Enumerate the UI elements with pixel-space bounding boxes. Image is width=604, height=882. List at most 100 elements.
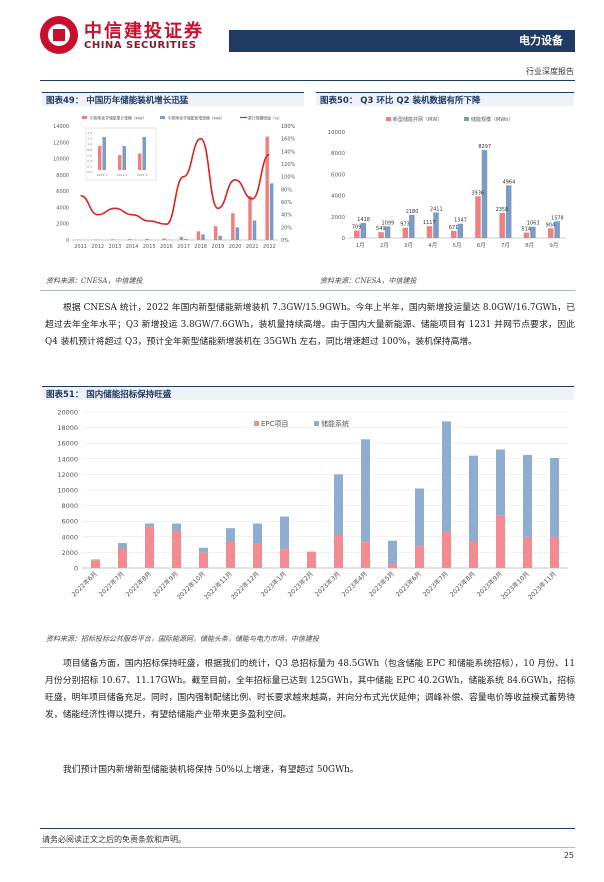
fig50-legend-swatch xyxy=(464,117,469,121)
fig50-label-mw: 3936 xyxy=(471,190,484,196)
fig51-legend-swatch xyxy=(254,421,259,426)
fig51-bar-system xyxy=(91,559,100,561)
fig50-label-mw: 514 xyxy=(521,227,531,233)
fig51-source: 资料来源：招标投标公共服务平台，国际能源网，储能头条，储能与电力市场，中信建投 xyxy=(46,635,319,643)
fig51-x-tick: 2023年6月 xyxy=(393,569,422,598)
fig49-chart: 0 2000 4000 6000 8000 10000 12000 14000 0% 20% 40%… xyxy=(53,116,296,251)
fig49-growth-line xyxy=(80,137,270,225)
fig49-inset-y-tick: 1.2 xyxy=(87,137,92,141)
fig49-bar-new xyxy=(184,239,188,240)
fig49-legend-swatch xyxy=(160,116,165,119)
disclaimer-text: 请务必阅读正文之后的免责条款和声明。 xyxy=(42,835,186,844)
fig49-inset-x-tick: 2022.3 xyxy=(137,173,148,177)
fig51-bar-epc xyxy=(388,564,397,568)
fig50-bar-mw xyxy=(547,228,554,238)
fig49-x-tick: 2015 xyxy=(143,244,156,250)
fig49-legend-label: 中国电化学储能新增规模（MW） xyxy=(168,116,224,121)
fig49-inset-y-tick: 0.0 xyxy=(87,170,92,174)
fig50-x-tick: 3月 xyxy=(404,242,413,249)
fig49-x-tick: 2017 xyxy=(177,244,190,250)
fig49-inset-y-tick: 0.4 xyxy=(87,159,92,163)
fig51-bar-epc xyxy=(442,532,451,568)
fig51-x-tick: 2022年7月 xyxy=(96,569,125,598)
fig50-y-tick: 0 xyxy=(342,236,346,242)
fig51-x-tick: 2023年3月 xyxy=(312,569,341,598)
fig50-label-mw: 549 xyxy=(376,226,386,232)
paragraph-cnesa: 根据 CNESA 统计，2022 年国内新型储能新增装机 7.3GW/15.9G… xyxy=(45,303,575,347)
fig49-x-tick: 2012 xyxy=(91,244,104,250)
fig51-bar-system xyxy=(334,474,343,535)
fig49-bar-new xyxy=(269,183,274,240)
fig51-x-tick: 2023年5月 xyxy=(366,569,395,598)
fig49-x-tick: 2022 xyxy=(263,244,276,250)
fig50-bar-mw xyxy=(426,226,433,238)
fig50-label-mwh: 2180 xyxy=(406,209,419,215)
fig49-bar-cumulative xyxy=(110,239,115,240)
fig51-bar-epc xyxy=(415,546,424,568)
fig51-title-bar xyxy=(42,386,574,400)
fig51-bar-system xyxy=(523,454,532,537)
fig51-y-tick: 18000 xyxy=(57,424,78,432)
fig50-y-tick: 2000 xyxy=(331,215,345,221)
fig51-bar-system xyxy=(253,523,262,544)
fig51-x-tick: 2023年9月 xyxy=(474,569,503,598)
fig50-y-tick: 8000 xyxy=(331,151,345,157)
fig50-label-mwh: 1418 xyxy=(357,217,370,223)
fig51-y-tick: 16000 xyxy=(57,440,78,448)
figure-row-divider xyxy=(40,290,575,291)
fig51-bar-epc xyxy=(91,560,100,568)
fig50-bar-mw xyxy=(402,227,409,238)
fig49-y-tick: 2000 xyxy=(56,222,69,228)
fig49-y-tick: 6000 xyxy=(56,189,69,195)
fig49-bar-new xyxy=(218,235,222,240)
fig49-y2-tick: 180% xyxy=(281,124,296,130)
fig50-bar-mw xyxy=(523,232,530,238)
fig49-inset-bar-cumulative xyxy=(98,146,102,170)
fig50-label-mw: 973 xyxy=(400,222,410,228)
fig50-label-mwh: 8297 xyxy=(478,144,491,150)
fig51-y-tick: 6000 xyxy=(61,518,78,526)
fig51-y-tick: 0 xyxy=(74,565,78,573)
fig49-bar-cumulative xyxy=(213,226,218,240)
fig51-x-tick: 2023年1月 xyxy=(258,569,287,598)
fig49-y-tick: 8000 xyxy=(56,173,69,179)
fig51-x-tick: 2022年12月 xyxy=(229,569,261,601)
fig50-bar-mwh xyxy=(360,222,367,238)
fig50-legend-label: 储能规模（MWh） xyxy=(471,116,513,123)
fig49-x-tick: 2020 xyxy=(229,244,242,250)
fig49-source: 资料来源：CNESA，中信建投 xyxy=(46,277,143,285)
fig50-bar-mwh xyxy=(433,212,439,238)
fig50-label-mwh: 2411 xyxy=(430,206,443,212)
fig51-bar-system xyxy=(226,528,235,542)
fig50-label-mwh: 1063 xyxy=(527,221,540,227)
fig49-inset-x-tick: 2021.1 xyxy=(97,173,108,177)
fig49-y2-tick: 20% xyxy=(281,225,292,231)
fig50-source: 资料来源：CNESA，中信建投 xyxy=(320,277,417,285)
paragraph-forecast: 我们预计国内新增新型储能装机将保持 50%以上增速，有望超过 50GWh。 xyxy=(63,765,359,775)
fig51-bar-system xyxy=(280,516,289,550)
fig51-bar-epc xyxy=(550,536,559,568)
fig49-inset-bar-new xyxy=(142,137,146,170)
fig51-bar-system xyxy=(496,449,505,516)
sector-banner: 电力设备 xyxy=(229,30,575,52)
fig50-bar-mw xyxy=(499,213,505,238)
fig49-inset-bar-new xyxy=(122,146,126,170)
fig50-bar-mwh xyxy=(505,185,512,238)
fig50-bar-mwh xyxy=(384,226,391,238)
fig51-bar-epc xyxy=(523,536,532,568)
fig49-y2-tick: 140% xyxy=(281,149,296,155)
fig50-y-tick: 6000 xyxy=(331,172,345,178)
fig49-y-tick: 10000 xyxy=(53,157,69,163)
fig50-bar-mwh xyxy=(530,226,536,238)
fig49-inset-y-tick: 1.4 xyxy=(87,131,92,135)
fig51-chart: 0 2000 4000 6000 8000 10000 12000 14000 16000 180… xyxy=(57,409,568,601)
fig49-inset-bar-cumulative xyxy=(118,155,122,170)
fig51-bar-epc xyxy=(361,542,370,568)
fig51-y-tick: 20000 xyxy=(57,409,78,417)
fig49-y-tick: 12000 xyxy=(53,140,69,146)
fig49-inset-bar-cumulative xyxy=(138,153,142,170)
fig50-bar-mw xyxy=(354,230,360,238)
fig49-bar-cumulative xyxy=(162,238,166,240)
fig51-bar-epc xyxy=(280,549,289,568)
